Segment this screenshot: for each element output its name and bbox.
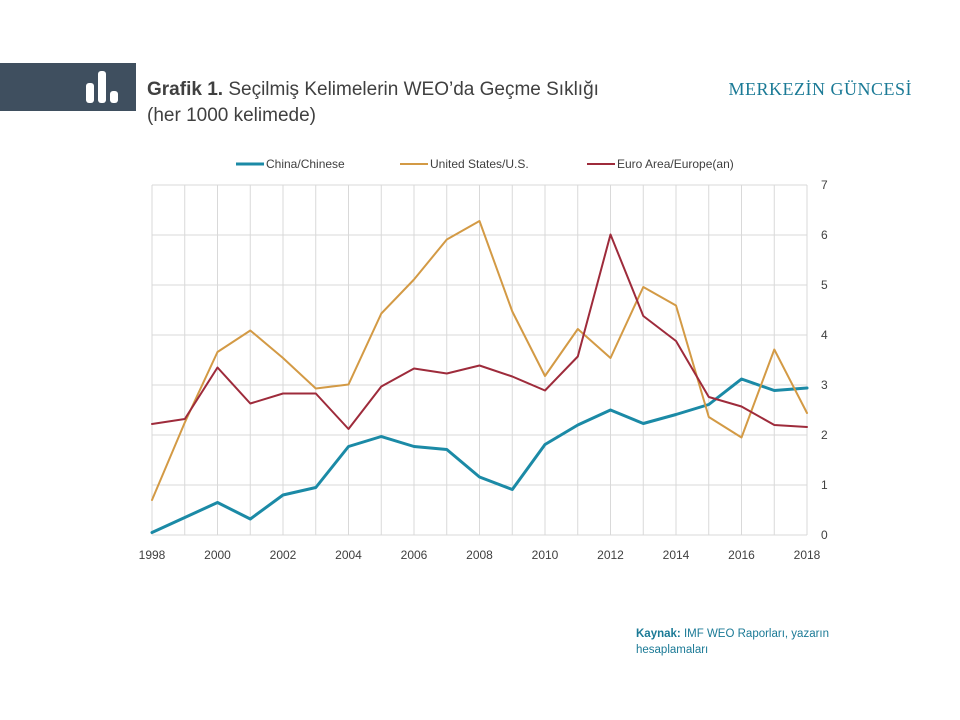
series-line-china (150, 377, 809, 534)
title-lead: Grafik 1. (147, 79, 224, 100)
title-text: Seçilmiş Kelimelerin WEO’da Geçme Sıklığ… (228, 79, 599, 100)
series-line-euro (151, 233, 808, 430)
chart-series (150, 220, 809, 534)
x-tick-label: 2012 (597, 548, 624, 562)
y-tick-label: 5 (821, 278, 828, 292)
bar-chart-icon (86, 71, 118, 103)
x-tick-label: 2006 (401, 548, 428, 562)
x-tick-label: 2002 (270, 548, 297, 562)
y-tick-label: 0 (821, 528, 828, 542)
x-tick-label: 2000 (204, 548, 231, 562)
title-subtitle: (her 1000 kelimede) (147, 105, 316, 126)
x-tick-label: 2016 (728, 548, 755, 562)
chart-grid (151, 184, 808, 536)
chart-title: Grafik 1. Seçilmiş Kelimelerin WEO’da Ge… (147, 77, 687, 129)
source-note: Kaynak: IMF WEO Raporları, yazarın hesap… (636, 626, 866, 658)
chart-legend: China/Chinese United States/U.S. Euro Area… (236, 157, 734, 171)
x-tick-label: 2004 (335, 548, 362, 562)
x-tick-label: 2018 (794, 548, 821, 562)
x-tick-label: 1998 (139, 548, 166, 562)
source-text: IMF WEO Raporları, yazarın hesaplamaları (636, 628, 830, 656)
x-tick-label: 2008 (466, 548, 493, 562)
y-tick-label: 7 (821, 178, 828, 192)
x-axis: 1998 2000 2002 2004 2006 2008 2010 2012 2014 2016… (139, 548, 821, 562)
y-tick-label: 2 (821, 428, 828, 442)
source-label: Kaynak: (636, 628, 681, 640)
header-band (0, 63, 136, 111)
x-tick-label: 2014 (663, 548, 690, 562)
brand-name: MERKEZİN GÜNCESİ (728, 79, 912, 99)
y-tick-label: 3 (821, 378, 828, 392)
y-tick-label: 6 (821, 228, 828, 242)
y-tick-label: 4 (821, 328, 828, 342)
y-axis: 0 1 2 3 4 5 6 7 (821, 178, 828, 542)
y-tick-label: 1 (821, 478, 828, 492)
x-tick-label: 2010 (532, 548, 559, 562)
legend-label-china: China/Chinese (266, 157, 345, 171)
legend-label-euro: Euro Area/Europe(an) (617, 157, 734, 171)
legend-label-us: United States/U.S. (430, 157, 529, 171)
